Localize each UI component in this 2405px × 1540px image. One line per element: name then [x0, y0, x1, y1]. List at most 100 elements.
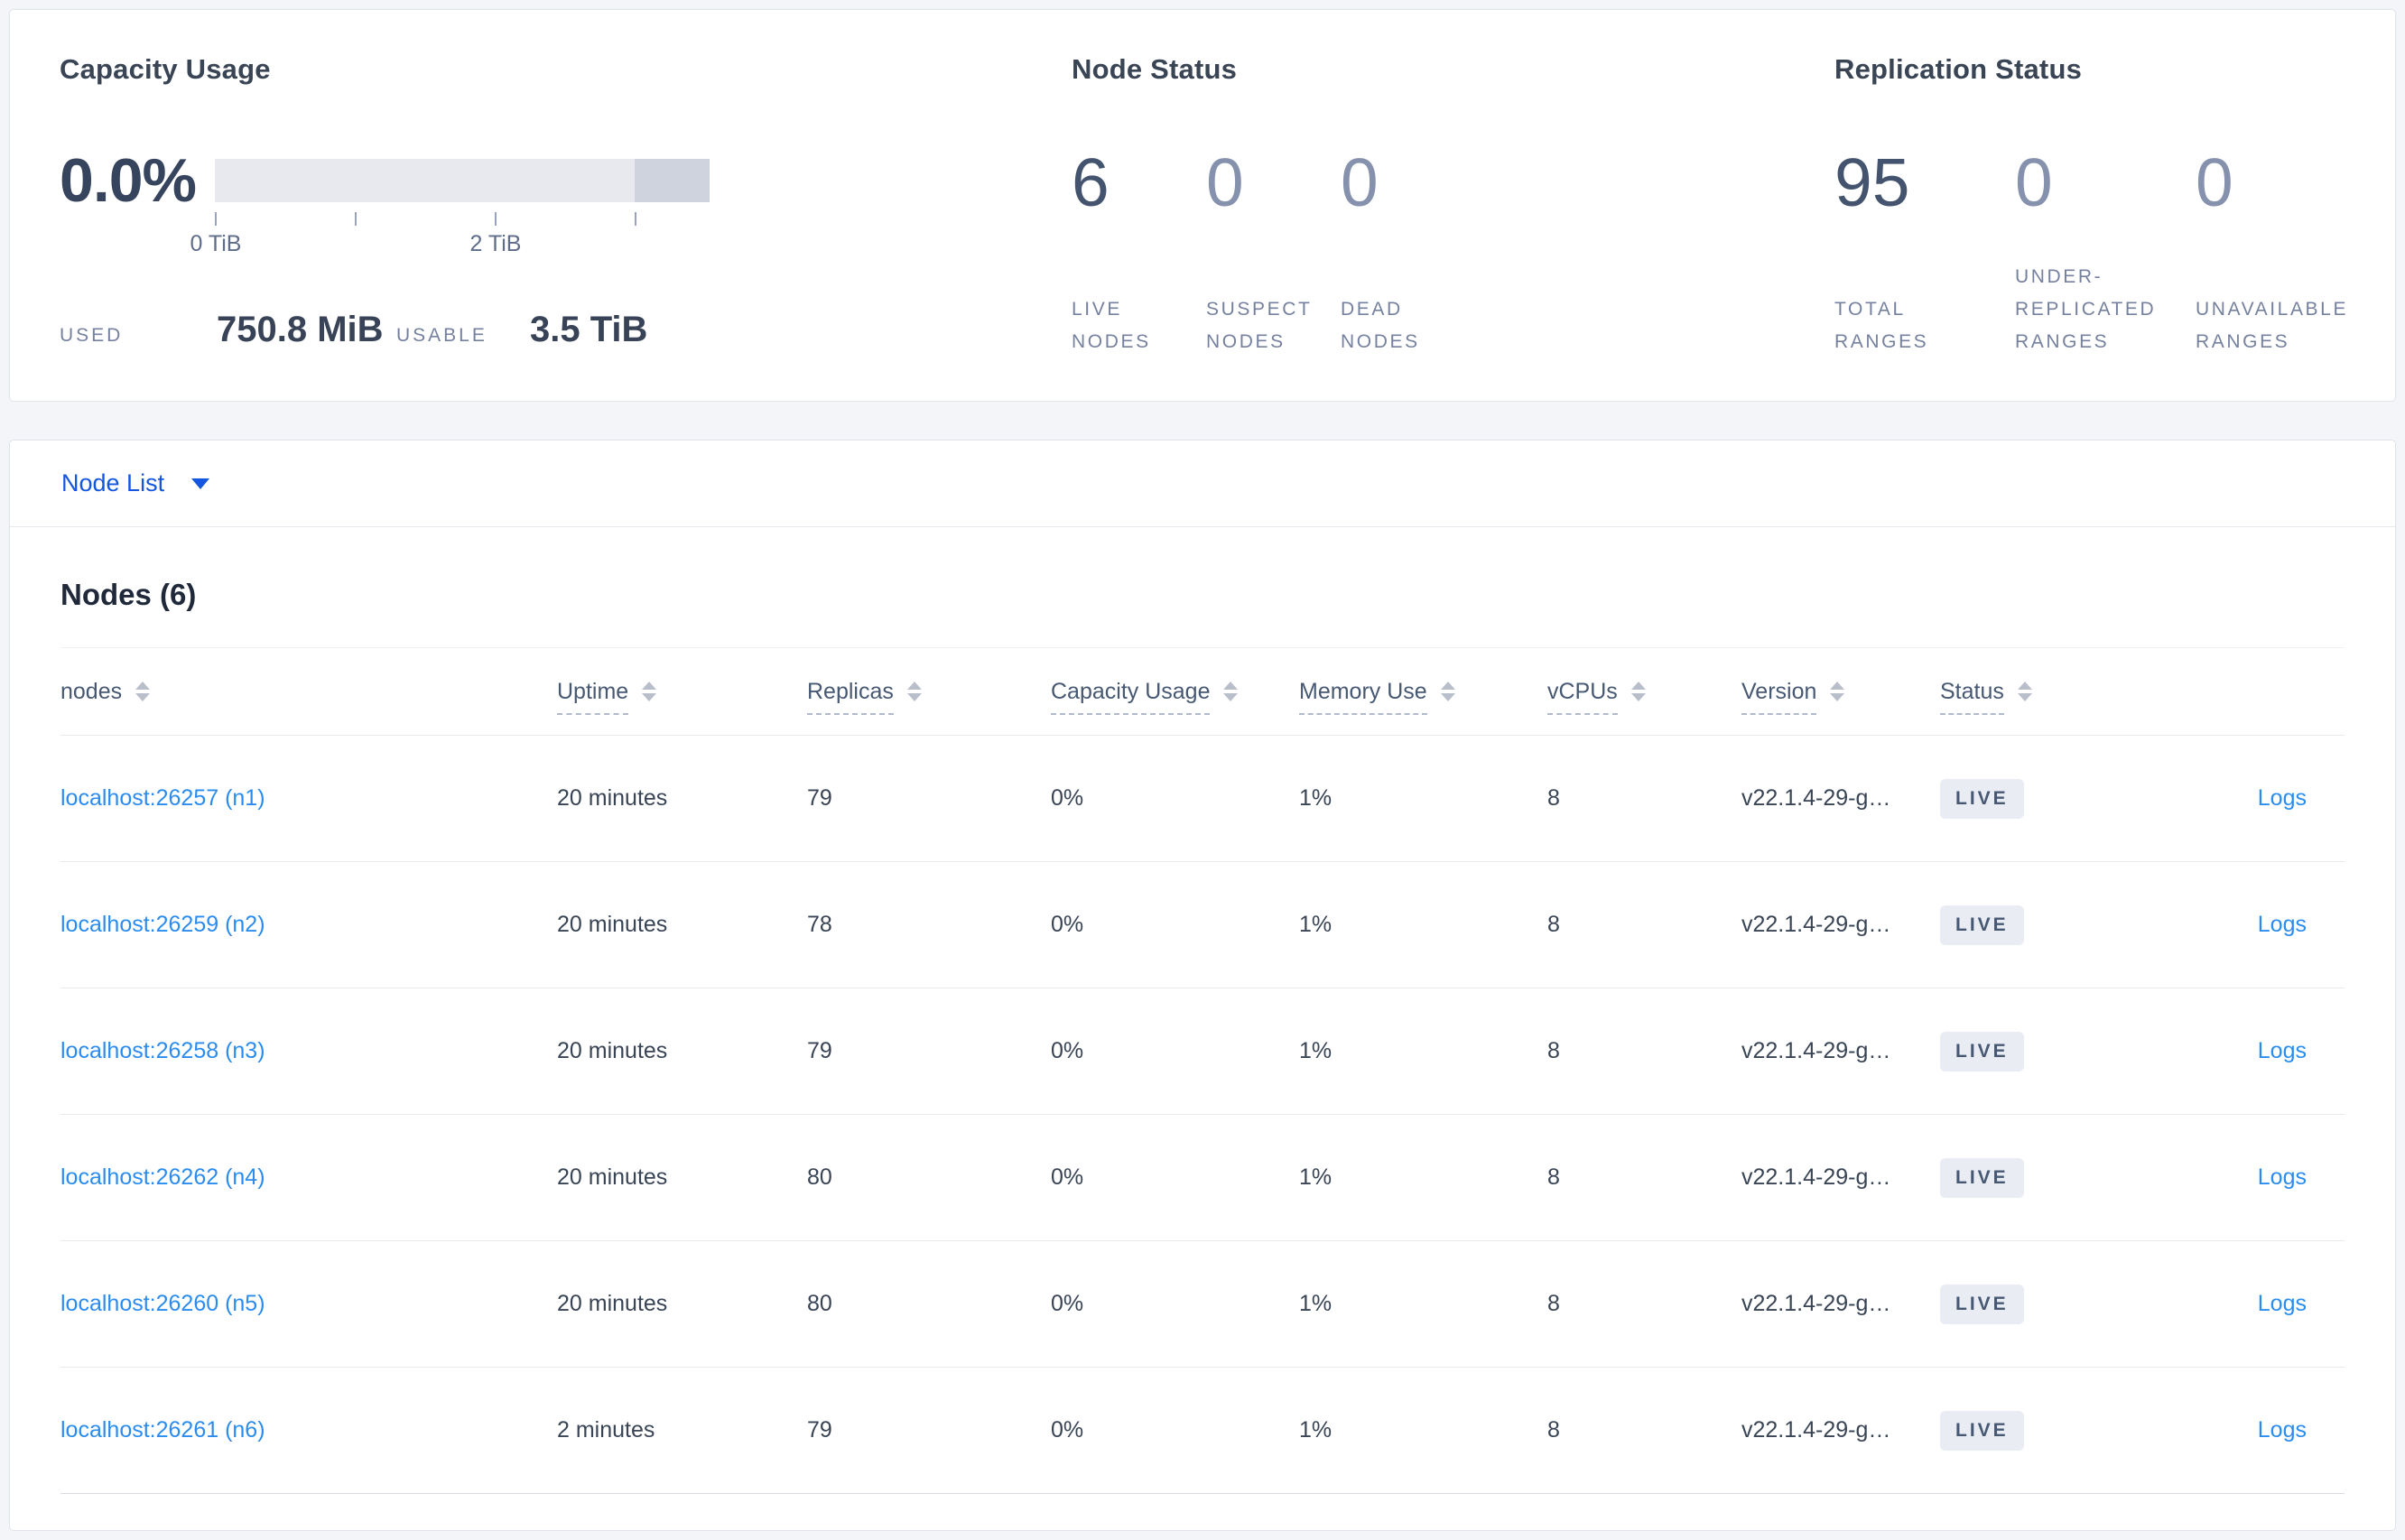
total-ranges-label: TOTAL RANGES — [1834, 299, 1929, 352]
replication-stats: 95 TOTAL RANGES 0 UNDER-REPLICATED RANGE… — [1834, 146, 2376, 358]
live-nodes-value: 6 — [1072, 144, 1110, 220]
capacity-cell: 0% — [1051, 1164, 1084, 1190]
under-replicated-ranges-value: 0 — [2015, 144, 2053, 220]
node-status-title: Node Status — [1072, 53, 1238, 85]
vcpus-cell: 8 — [1547, 1038, 1560, 1063]
node-status-stats: 6 LIVE NODES 0 SUSPECT NODES 0 DEAD NODE… — [1072, 146, 1784, 358]
node-link[interactable]: localhost:26258 (n3) — [60, 1038, 265, 1063]
capacity-cell: 0% — [1051, 1038, 1084, 1063]
replication-status-title: Replication Status — [1834, 53, 2083, 85]
axis-tick-label-0tib: 0 TiB — [190, 231, 242, 256]
axis-tick-label-2tib: 2 TiB — [469, 231, 522, 256]
column-header-version[interactable]: Version — [1741, 679, 1940, 715]
total-ranges-value: 95 — [1834, 144, 1910, 220]
capacity-usage-panel: Capacity Usage 0.0% 0 TiB 2 TiB USED 7 — [60, 53, 1021, 401]
dead-nodes-stat: 0 DEAD NODES — [1341, 146, 1475, 358]
capacity-meter: 0.0% 0 TiB 2 TiB — [60, 144, 1021, 256]
memory-cell: 1% — [1299, 1164, 1332, 1190]
total-ranges-stat: 95 TOTAL RANGES — [1834, 146, 2015, 358]
version-cell: v22.1.4-29-g… — [1741, 785, 1891, 811]
under-replicated-ranges-label: UNDER-REPLICATED RANGES — [2015, 266, 2157, 352]
node-table-section: Nodes (6) nodes Uptime Replicas — [10, 578, 2395, 1494]
capacity-bar-reserved-segment — [635, 159, 710, 202]
dead-nodes-label: DEAD NODES — [1341, 299, 1420, 352]
cluster-summary-card: Capacity Usage 0.0% 0 TiB 2 TiB USED 7 — [9, 9, 2396, 402]
vcpus-cell: 8 — [1547, 1291, 1560, 1316]
replicas-cell: 80 — [807, 1291, 832, 1316]
status-badge: LIVE — [1940, 1031, 2024, 1072]
sort-icon — [1630, 682, 1646, 701]
sort-icon — [1440, 682, 1455, 701]
uptime-cell: 20 minutes — [557, 912, 668, 937]
capacity-stats-row: USED 750.8 MiB USABLE 3.5 TiB — [60, 310, 1021, 350]
status-badge: LIVE — [1940, 1410, 2024, 1451]
version-cell: v22.1.4-29-g… — [1741, 1417, 1891, 1443]
node-list-card: Node List Nodes (6) nodes Uptime Replica… — [9, 440, 2396, 1531]
replicas-cell: 78 — [807, 912, 832, 937]
table-row: localhost:26257 (n1) 20 minutes 79 0% 1%… — [60, 736, 2345, 862]
sort-icon — [135, 682, 151, 701]
live-nodes-label: LIVE NODES — [1072, 299, 1151, 352]
status-badge: LIVE — [1940, 905, 2024, 945]
replicas-cell: 79 — [807, 1038, 832, 1063]
column-header-nodes[interactable]: nodes — [60, 679, 557, 705]
node-link[interactable]: localhost:26262 (n4) — [60, 1164, 265, 1190]
memory-cell: 1% — [1299, 785, 1332, 811]
used-value: 750.8 MiB — [217, 310, 384, 349]
column-header-replicas[interactable]: Replicas — [807, 679, 1051, 715]
vcpus-cell: 8 — [1547, 1417, 1560, 1443]
capacity-cell: 0% — [1051, 1417, 1084, 1443]
unavailable-ranges-stat: 0 UNAVAILABLE RANGES — [2196, 146, 2376, 358]
status-badge: LIVE — [1940, 1157, 2024, 1198]
logs-link[interactable]: Logs — [2257, 1038, 2307, 1063]
dead-nodes-value: 0 — [1341, 144, 1379, 220]
status-badge: LIVE — [1940, 778, 2024, 819]
capacity-cell: 0% — [1051, 1291, 1084, 1316]
column-header-vcpus[interactable]: vCPUs — [1547, 679, 1741, 715]
node-link[interactable]: localhost:26257 (n1) — [60, 785, 265, 811]
capacity-cell: 0% — [1051, 912, 1084, 937]
column-header-uptime[interactable]: Uptime — [557, 679, 807, 715]
version-cell: v22.1.4-29-g… — [1741, 1164, 1891, 1190]
suspect-nodes-label: SUSPECT NODES — [1206, 299, 1313, 352]
version-cell: v22.1.4-29-g… — [1741, 912, 1891, 937]
suspect-nodes-value: 0 — [1206, 144, 1244, 220]
usable-value: 3.5 TiB — [530, 310, 648, 349]
uptime-cell: 20 minutes — [557, 1291, 668, 1316]
view-selector-dropdown[interactable]: Node List — [10, 441, 2395, 527]
logs-link[interactable]: Logs — [2257, 1417, 2307, 1443]
node-link[interactable]: localhost:26261 (n6) — [60, 1417, 265, 1443]
capacity-percent-value: 0.0% — [60, 146, 197, 215]
under-replicated-ranges-stat: 0 UNDER-REPLICATED RANGES — [2015, 146, 2196, 358]
node-link[interactable]: localhost:26260 (n5) — [60, 1291, 265, 1316]
used-label: USED — [60, 325, 124, 346]
memory-cell: 1% — [1299, 1291, 1332, 1316]
logs-link[interactable]: Logs — [2257, 1291, 2307, 1316]
column-header-memory-use[interactable]: Memory Use — [1299, 679, 1547, 715]
logs-link[interactable]: Logs — [2257, 785, 2307, 811]
live-nodes-stat: 6 LIVE NODES — [1072, 146, 1206, 358]
version-cell: v22.1.4-29-g… — [1741, 1291, 1891, 1316]
vcpus-cell: 8 — [1547, 785, 1560, 811]
logs-link[interactable]: Logs — [2257, 1164, 2307, 1190]
usable-label: USABLE — [396, 325, 488, 346]
column-header-capacity-usage[interactable]: Capacity Usage — [1051, 679, 1299, 715]
table-row: localhost:26258 (n3) 20 minutes 79 0% 1%… — [60, 988, 2345, 1115]
vcpus-cell: 8 — [1547, 912, 1560, 937]
memory-cell: 1% — [1299, 1417, 1332, 1443]
node-status-panel: Node Status 6 LIVE NODES 0 SUSPECT NODES… — [1021, 53, 1784, 401]
capacity-cell: 0% — [1051, 785, 1084, 811]
sort-icon — [1830, 682, 1845, 701]
sort-icon — [1223, 682, 1239, 701]
replicas-cell: 79 — [807, 785, 832, 811]
nodes-table: nodes Uptime Replicas Capacity Usage — [60, 647, 2345, 1494]
sort-icon — [642, 682, 657, 701]
status-badge: LIVE — [1940, 1284, 2024, 1324]
column-header-status[interactable]: Status — [1940, 679, 2130, 715]
view-selector-label: Node List — [61, 469, 165, 496]
uptime-cell: 20 minutes — [557, 1038, 668, 1063]
logs-link[interactable]: Logs — [2257, 912, 2307, 937]
node-link[interactable]: localhost:26259 (n2) — [60, 912, 265, 937]
chevron-down-icon — [191, 478, 210, 489]
